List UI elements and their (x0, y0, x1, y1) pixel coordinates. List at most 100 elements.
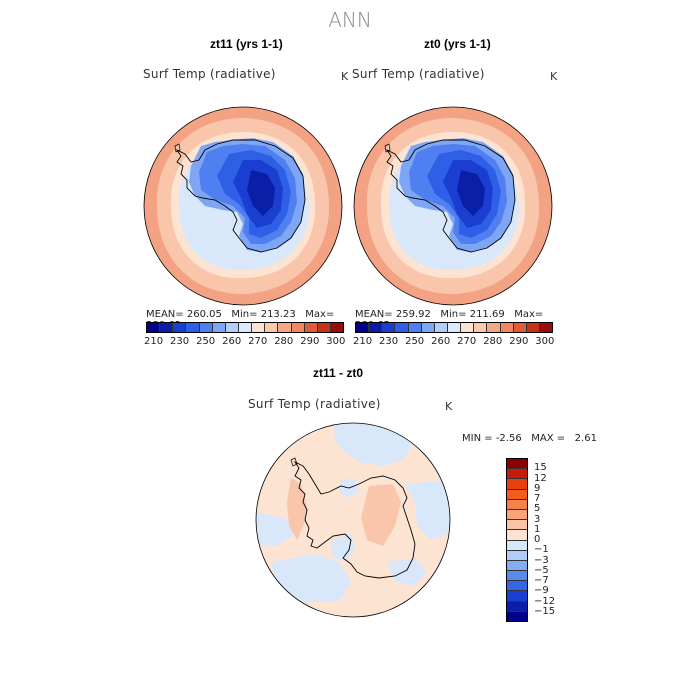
panel-2-max-label: Max= (514, 309, 544, 320)
island-outline (384, 143, 391, 153)
diff-cool-region-west (256, 512, 295, 546)
colorbar-tick-label: 230 (379, 336, 399, 347)
colorbar-tick-label: 270 (248, 336, 268, 347)
panel-1-units: K (341, 70, 349, 83)
colorbar-tick-label: 210 (144, 336, 164, 347)
panel-1-max-label: Max= (305, 309, 335, 320)
colorbar-swatch (538, 323, 553, 332)
diff-island-outline (290, 457, 298, 467)
diff-panel-units: K (445, 400, 453, 413)
diff-max-value: 2.61 (574, 433, 597, 444)
colorbar-swatch (159, 323, 173, 332)
diff-panel-field-label: Surf Temp (radiative) (248, 397, 381, 411)
diff-colorbar-label: 7 (534, 493, 541, 504)
colorbar-swatch (512, 323, 526, 332)
colorbar-swatch (198, 323, 212, 332)
diff-colorbar-label: 9 (534, 482, 541, 494)
diff-colorbar-swatch (507, 508, 527, 520)
antarctica-coastline (175, 139, 306, 253)
diff-colorbar-label: −7 (534, 575, 549, 586)
diff-min-value: -2.56 (495, 433, 522, 444)
panel-2-min-label: Min= (440, 309, 467, 320)
diff-colorbar-swatch (507, 539, 527, 550)
diff-colorbar-swatch (507, 459, 527, 469)
panel-2-colorbar-ticks: 210 230 250 260 270 280 290 300 (353, 336, 555, 348)
diff-colorbar-label: 3 (534, 513, 541, 525)
colorbar-swatch (264, 323, 278, 332)
colorbar-tick-label: 250 (196, 336, 216, 347)
panel-2-colorbar (355, 322, 553, 333)
colorbar-tick-label: 250 (405, 336, 425, 347)
panel-2-mean-label: MEAN= (355, 309, 393, 320)
diff-cool-region-east (405, 480, 450, 540)
diff-colorbar-label: −5 (534, 564, 549, 576)
colorbar-swatch (420, 323, 434, 332)
colorbar-swatch (277, 323, 291, 332)
panel-2-mean: 259.92 (395, 309, 431, 320)
colorbar-swatch (211, 323, 225, 332)
diff-max-label: MAX = (531, 433, 566, 444)
colorbar-swatch (172, 323, 186, 332)
page-title: ANN (328, 8, 372, 32)
temp-contour-dome (247, 170, 275, 216)
diff-map (255, 422, 451, 618)
panel-1-field-label: Surf Temp (radiative) (143, 67, 276, 81)
panel-1-title: zt11 (yrs 1-1) (210, 37, 283, 51)
panel-1-colorbar-ticks: 210 230 250 260 270 280 290 300 (144, 336, 345, 348)
panel-1-colorbar (146, 322, 344, 333)
diff-panel-title: zt11 - zt0 (313, 366, 364, 380)
colorbar-swatch (147, 323, 160, 332)
colorbar-tick-label: 270 (457, 336, 477, 347)
diff-colorbar-label: 15 (534, 462, 547, 474)
colorbar-swatch (251, 323, 265, 332)
colorbar-swatch (224, 323, 238, 332)
diff-colorbar-swatch (507, 559, 527, 571)
diff-cool-region-ice-shelf (331, 534, 355, 562)
diff-colorbar-swatch (507, 590, 527, 601)
colorbar-swatch (460, 323, 474, 332)
island-outline (174, 143, 181, 153)
diff-colorbar-label: −1 (534, 544, 549, 556)
panel-1-min-label: Min= (231, 309, 258, 320)
diff-colorbar-swatch (507, 478, 527, 489)
panel-2-field-label: Surf Temp (radiative) (352, 67, 485, 81)
colorbar-swatch (237, 323, 252, 332)
diff-colorbar-label: −12 (534, 595, 556, 607)
diff-warm-region-peninsula (287, 478, 307, 540)
diff-colorbar-label: 1 (534, 523, 541, 535)
colorbar-swatch (499, 323, 513, 332)
panel-2-units: K (550, 70, 558, 83)
diff-min-label: MIN = (462, 433, 493, 444)
colorbar-tick-label: 280 (483, 336, 503, 347)
diff-colorbar-swatch (507, 468, 527, 479)
colorbar-swatch (381, 323, 395, 332)
colorbar-tick-label: 300 (535, 336, 555, 347)
panel-1-mean-label: MEAN= (146, 309, 184, 320)
diff-colorbar (506, 458, 528, 622)
colorbar-swatch (290, 323, 304, 332)
temp-contour-dome (457, 170, 485, 216)
diff-colorbar-swatch (507, 519, 527, 530)
colorbar-tick-label: 210 (353, 336, 373, 347)
colorbar-tick-label: 260 (222, 336, 242, 347)
colorbar-tick-label: 290 (300, 336, 320, 347)
colorbar-swatch (446, 323, 461, 332)
panel-1-mean: 260.05 (186, 309, 222, 320)
colorbar-swatch (356, 323, 369, 332)
colorbar-swatch (433, 323, 447, 332)
diff-colorbar-swatch (507, 498, 527, 509)
diff-colorbar-label: 5 (534, 503, 541, 515)
colorbar-swatch (394, 323, 408, 332)
diff-colorbar-swatch (507, 600, 527, 611)
diff-colorbar-labels: 15 12 9 7 5 3 1 0 −1 −3 −5 −7 −9 −12 −15 (534, 458, 574, 622)
colorbar-tick-label: 290 (509, 336, 529, 347)
colorbar-tick-label: 280 (274, 336, 294, 347)
diff-warm-region-interior (361, 484, 401, 546)
panel-2-min: 211.69 (469, 309, 505, 320)
diff-colorbar-label: −15 (534, 605, 556, 617)
colorbar-swatch (407, 323, 421, 332)
colorbar-swatch (525, 323, 539, 332)
diff-colorbar-swatch (507, 580, 527, 591)
diff-cool-region-east-tip (387, 558, 427, 586)
diff-colorbar-label: −9 (534, 585, 549, 597)
